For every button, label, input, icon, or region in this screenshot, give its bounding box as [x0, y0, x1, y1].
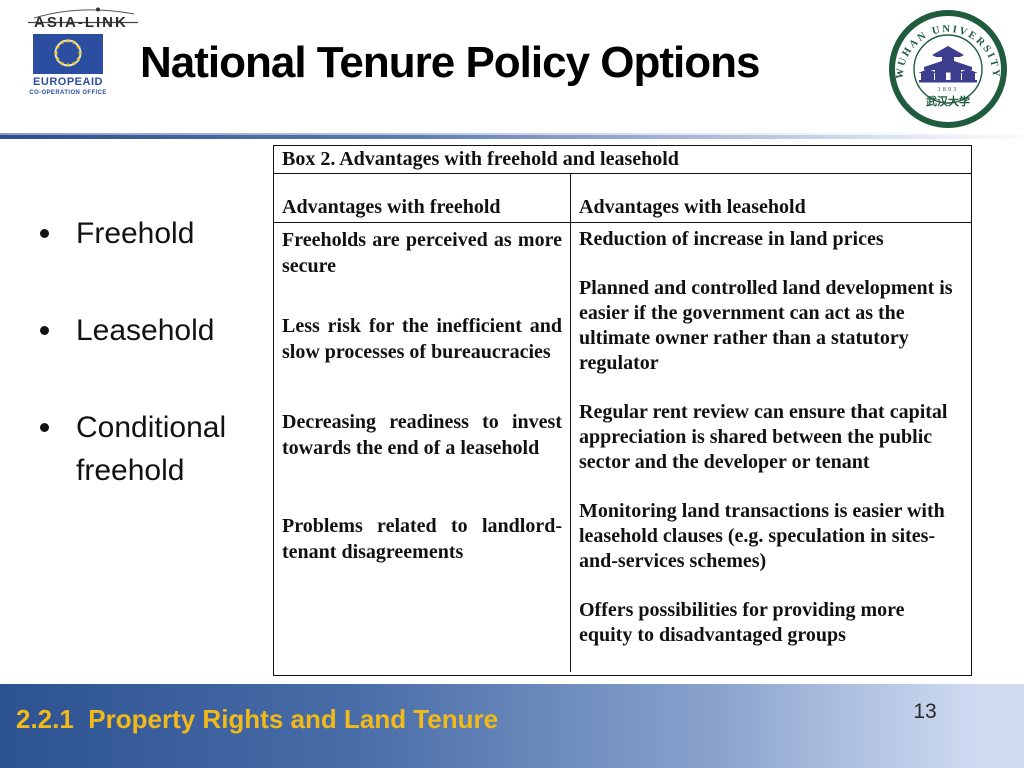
europeaid-label: EUROPEAID	[33, 76, 103, 88]
leasehold-item: Regular rent review can ensure that capi…	[579, 401, 948, 473]
seal-year: 1893	[938, 86, 959, 93]
table-header-row: Advantages with freehold Advantages with…	[274, 174, 971, 223]
bullet-icon	[40, 423, 49, 432]
cooperation-office-label: CO-OPERATION OFFICE	[29, 90, 107, 96]
leasehold-item: Monitoring land transactions is easier w…	[579, 500, 945, 572]
svg-text:★: ★	[59, 60, 65, 67]
leasehold-item: Offers possibilities for providing more …	[579, 599, 905, 646]
leasehold-item: Planned and controlled land development …	[579, 277, 953, 374]
bullet-icon	[40, 326, 49, 335]
svg-text:★: ★	[55, 56, 61, 63]
freehold-cell: Freeholds are perceived as more secure L…	[274, 223, 570, 672]
footer-section-label: 2.2.1 Property Rights and Land Tenure	[16, 704, 499, 734]
header-divider	[0, 133, 1024, 139]
list-item-label: Leasehold	[76, 314, 215, 347]
freehold-item: Less risk for the inefficient and slow p…	[282, 315, 562, 363]
column-header-freehold: Advantages with freehold	[282, 196, 501, 218]
seal-building-icon	[918, 46, 978, 83]
list-item-label: Conditional freehold	[76, 411, 227, 487]
table-caption: Box 2. Advantages with freehold and leas…	[274, 146, 971, 174]
svg-text:★: ★	[65, 62, 71, 69]
list-item: Leasehold	[36, 309, 276, 352]
svg-text:★: ★	[53, 50, 59, 57]
eu-stars: ★ ★★★★★★★★★★★	[53, 38, 83, 69]
list-item-label: Freehold	[76, 217, 195, 250]
eu-flag-icon: ★ ★★★★★★★★★★★	[33, 34, 103, 74]
seal-bottom-text: 武汉大学	[926, 94, 970, 108]
asialink-europeaid-logo: ASIA-LINK ★ ★ ★ ★ ★ ★ ★ ★ ★ ★ ★ ★ EUROPEAID CO-OPER…	[26, 6, 146, 106]
advantages-table: Box 2. Advantages with freehold and leas…	[273, 145, 972, 676]
svg-text:★: ★	[75, 44, 81, 51]
freehold-item: Freeholds are perceived as more secure	[282, 229, 562, 277]
svg-text:★: ★	[65, 38, 71, 45]
svg-text:★: ★	[71, 40, 77, 47]
freehold-item: Decreasing readiness to invest towards t…	[282, 411, 562, 459]
leasehold-cell: Reduction of increase in land prices Pla…	[570, 223, 970, 672]
svg-text:★: ★	[71, 60, 77, 67]
freehold-item: Problems related to landlord-tenant disa…	[282, 515, 562, 563]
list-item: Freehold	[36, 212, 276, 255]
page-number: 13	[913, 700, 937, 723]
university-seal-icon: WUHAN UNIVERSITY 1893 武汉大学	[889, 10, 1007, 128]
table-body-row: Freeholds are perceived as more secure L…	[274, 223, 971, 672]
footer-bar: 2.2.1 Property Rights and Land Tenure 13	[0, 684, 1024, 768]
list-item: Conditional freehold	[36, 406, 276, 492]
svg-text:★: ★	[55, 44, 61, 51]
leasehold-item: Reduction of increase in land prices	[579, 228, 884, 250]
bullet-icon	[40, 229, 49, 238]
asialink-wordmark-icon: ASIA-LINK	[28, 7, 138, 31]
svg-text:★: ★	[77, 50, 83, 57]
tenure-options-list: Freehold Leasehold Conditional freehold	[36, 212, 276, 546]
column-header-leasehold: Advantages with leasehold	[570, 174, 970, 222]
svg-text:★: ★	[75, 56, 81, 63]
svg-text:★: ★	[59, 40, 65, 47]
slide-title: National Tenure Policy Options	[140, 38, 761, 87]
asialink-text: ASIA-LINK	[34, 14, 128, 31]
